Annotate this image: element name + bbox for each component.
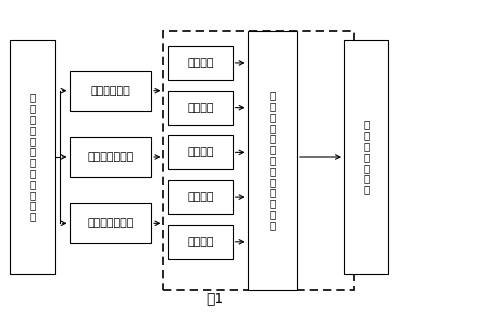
Text: 图1: 图1 <box>207 291 224 305</box>
Text: 课后测试与统计: 课后测试与统计 <box>87 218 134 228</box>
Text: 模拟考试: 模拟考试 <box>188 147 214 157</box>
Text: 在线作业: 在线作业 <box>188 237 214 247</box>
FancyBboxPatch shape <box>70 203 151 243</box>
Text: 计
算
机
基
础
课
程
立
体
化
教
学: 计 算 机 基 础 课 程 立 体 化 教 学 <box>30 93 36 221</box>
Text: 多媒体课: 多媒体课 <box>188 103 214 113</box>
FancyBboxPatch shape <box>70 137 151 177</box>
FancyBboxPatch shape <box>10 40 54 274</box>
FancyBboxPatch shape <box>344 40 389 274</box>
Text: 线上学习平台: 线上学习平台 <box>90 86 130 96</box>
FancyBboxPatch shape <box>70 71 151 111</box>
FancyBboxPatch shape <box>168 46 232 80</box>
Text: 教
学
目
标
的
实
现: 教 学 目 标 的 实 现 <box>363 120 370 194</box>
FancyBboxPatch shape <box>168 135 232 169</box>
Text: 在线知识: 在线知识 <box>188 58 214 68</box>
FancyBboxPatch shape <box>168 91 232 125</box>
FancyBboxPatch shape <box>168 180 232 214</box>
Text: 教学资源: 教学资源 <box>188 192 214 202</box>
Text: 多媒体课堂教学: 多媒体课堂教学 <box>87 152 134 162</box>
FancyBboxPatch shape <box>168 225 232 259</box>
FancyBboxPatch shape <box>248 30 297 290</box>
Text: 线
上
线
下
教
学
方
式
与
资
源
整
合: 线 上 线 下 教 学 方 式 与 资 源 整 合 <box>269 90 276 230</box>
